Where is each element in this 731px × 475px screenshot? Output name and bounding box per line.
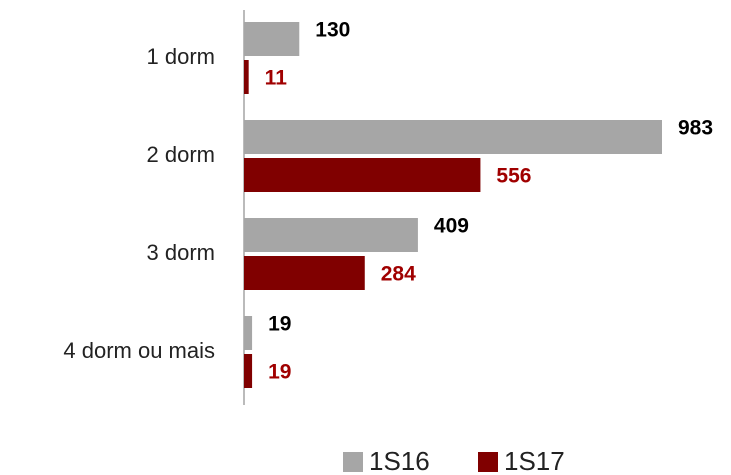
category-label: 4 dorm ou mais <box>63 338 215 363</box>
legend-swatch <box>478 452 498 472</box>
legend-swatch <box>343 452 363 472</box>
bar <box>244 158 481 192</box>
category-label: 3 dorm <box>147 240 215 265</box>
value-label: 409 <box>434 215 469 238</box>
legend-label: 1S17 <box>504 446 565 475</box>
bar <box>244 120 662 154</box>
value-label: 19 <box>268 313 291 336</box>
category-label: 1 dorm <box>147 44 215 69</box>
value-label: 130 <box>315 19 350 42</box>
category-label: 2 dorm <box>147 142 215 167</box>
bar <box>244 22 300 56</box>
value-label: 19 <box>268 361 291 384</box>
bar <box>244 218 418 252</box>
value-label: 556 <box>496 165 531 188</box>
bar <box>244 316 253 350</box>
bar <box>244 354 253 388</box>
value-label: 284 <box>381 263 416 286</box>
value-label: 983 <box>678 117 713 140</box>
value-label: 11 <box>265 67 288 90</box>
bar <box>244 256 365 290</box>
bar <box>244 60 249 94</box>
legend-label: 1S16 <box>369 446 430 475</box>
